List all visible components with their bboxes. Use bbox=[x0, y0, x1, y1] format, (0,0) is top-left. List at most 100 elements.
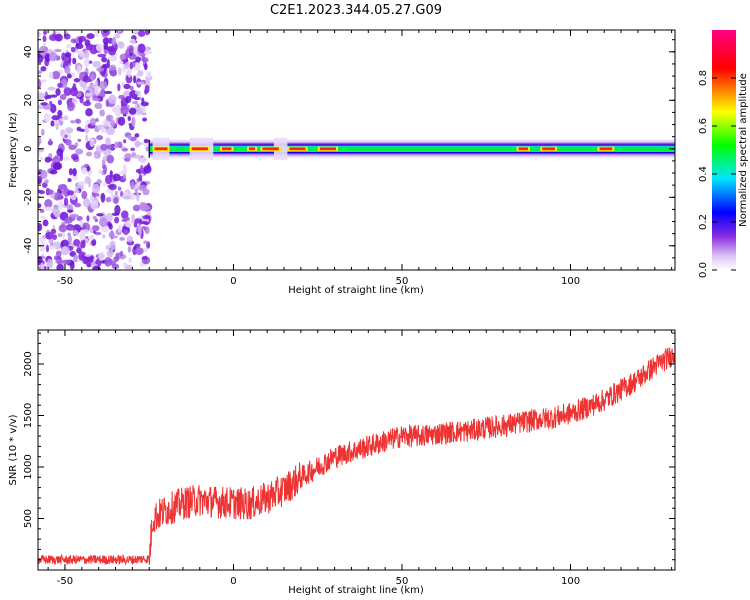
noise-speckle bbox=[122, 262, 128, 268]
noise-speckle bbox=[123, 229, 129, 236]
noise-speckle bbox=[100, 126, 106, 134]
noise-speckle bbox=[39, 236, 46, 243]
noise-speckle bbox=[53, 192, 62, 201]
noise-speckle bbox=[141, 205, 151, 211]
noise-speckle bbox=[42, 234, 47, 239]
heatmap-layer bbox=[38, 30, 675, 270]
noise-speckle bbox=[73, 254, 79, 263]
noise-speckle bbox=[128, 257, 133, 264]
colorbar-axis: 0.0 0.2 0.4 0.6 0.8 bbox=[698, 70, 736, 278]
noise-speckle bbox=[105, 137, 111, 147]
noise-speckle bbox=[118, 67, 122, 76]
snr-y-axis: 500 1000 1500 2000 bbox=[23, 332, 675, 561]
noise-speckle bbox=[104, 257, 112, 267]
noise-speckle bbox=[57, 184, 67, 190]
noise-speckle bbox=[132, 204, 141, 212]
noise-speckle bbox=[90, 74, 95, 82]
snr-x-tick-label: 0 bbox=[230, 576, 236, 587]
noise-speckle bbox=[123, 216, 131, 221]
noise-speckle bbox=[61, 239, 69, 248]
noise-speckle bbox=[114, 191, 118, 195]
noise-speckle bbox=[38, 222, 43, 232]
noise-speckle bbox=[76, 64, 82, 75]
noise-speckle bbox=[118, 41, 125, 49]
noise-speckle bbox=[118, 171, 127, 175]
noise-speckle bbox=[99, 109, 105, 117]
noise-speckle bbox=[139, 164, 144, 173]
noise-speckle bbox=[105, 197, 112, 203]
colorbar-tick-label: 0.4 bbox=[698, 166, 709, 182]
noise-speckle bbox=[50, 94, 58, 98]
noise-speckle bbox=[114, 33, 121, 39]
noise-speckle bbox=[108, 94, 117, 105]
noise-speckle bbox=[94, 153, 99, 159]
noise-speckle bbox=[44, 53, 51, 62]
noise-speckle bbox=[38, 189, 43, 193]
noise-speckle bbox=[94, 85, 100, 96]
snr-x-tick-label: -50 bbox=[57, 576, 73, 587]
noise-speckle bbox=[68, 168, 73, 176]
noise-speckle bbox=[134, 247, 144, 256]
noise-speckle bbox=[107, 184, 115, 189]
snr-y-tick-label: 1500 bbox=[23, 403, 34, 428]
noise-speckle bbox=[78, 50, 85, 58]
noise-speckle bbox=[102, 182, 107, 187]
noise-speckle bbox=[38, 153, 41, 157]
noise-speckle bbox=[59, 94, 67, 101]
noise-speckle bbox=[96, 135, 104, 141]
noise-speckle bbox=[95, 43, 103, 52]
noise-speckle bbox=[125, 95, 132, 104]
signal-band-peak bbox=[154, 147, 168, 151]
snr-x-label: Height of straight line (km) bbox=[288, 585, 424, 596]
noise-speckle bbox=[111, 212, 120, 217]
noise-speckle bbox=[108, 47, 117, 56]
noise-speckle bbox=[136, 107, 143, 115]
noise-speckle bbox=[120, 106, 130, 115]
noise-speckle bbox=[40, 79, 48, 83]
spectrogram-x-tick-label: 0 bbox=[230, 276, 236, 287]
noise-speckle bbox=[38, 175, 43, 185]
noise-speckle bbox=[138, 174, 143, 182]
noise-speckle bbox=[75, 118, 82, 124]
noise-speckle bbox=[128, 45, 134, 54]
spectrogram-y-tick-label: 0 bbox=[23, 146, 34, 152]
noise-speckle bbox=[70, 153, 79, 160]
noise-speckle bbox=[127, 116, 131, 122]
noise-speckle bbox=[106, 212, 113, 222]
snr-frame bbox=[37, 329, 676, 571]
noise-speckle bbox=[66, 43, 72, 49]
noise-speckle bbox=[86, 33, 95, 40]
noise-speckle bbox=[97, 53, 107, 58]
noise-speckle bbox=[40, 66, 47, 72]
noise-speckle bbox=[102, 37, 110, 45]
noise-speckle bbox=[105, 114, 114, 122]
noise-speckle bbox=[112, 173, 121, 182]
noise-speckle bbox=[100, 88, 106, 98]
noise-speckle bbox=[46, 258, 54, 269]
noise-speckle bbox=[48, 138, 52, 146]
noise-speckle bbox=[73, 189, 80, 194]
noise-speckle bbox=[131, 60, 136, 68]
noise-speckle bbox=[105, 244, 110, 250]
noise-speckle bbox=[111, 37, 117, 46]
noise-speckle bbox=[81, 190, 88, 200]
noise-speckle bbox=[101, 56, 108, 63]
noise-speckle bbox=[142, 215, 151, 220]
noise-speckle bbox=[98, 80, 108, 90]
noise-speckle bbox=[125, 74, 133, 84]
noise-speckle bbox=[96, 179, 102, 185]
signal-band-peak bbox=[191, 147, 208, 151]
noise-speckle bbox=[65, 139, 72, 146]
signal-band-peak bbox=[599, 147, 613, 151]
noise-speckle bbox=[105, 99, 110, 108]
noise-speckle bbox=[72, 229, 79, 236]
noise-speckle bbox=[121, 147, 129, 152]
noise-speckle bbox=[114, 204, 121, 215]
noise-speckle bbox=[144, 88, 148, 95]
noise-speckle bbox=[136, 81, 145, 85]
noise-speckle bbox=[40, 262, 45, 270]
noise-speckle bbox=[129, 38, 136, 45]
noise-speckle bbox=[38, 203, 42, 209]
noise-speckle bbox=[122, 191, 129, 196]
noise-speckle bbox=[90, 200, 99, 210]
